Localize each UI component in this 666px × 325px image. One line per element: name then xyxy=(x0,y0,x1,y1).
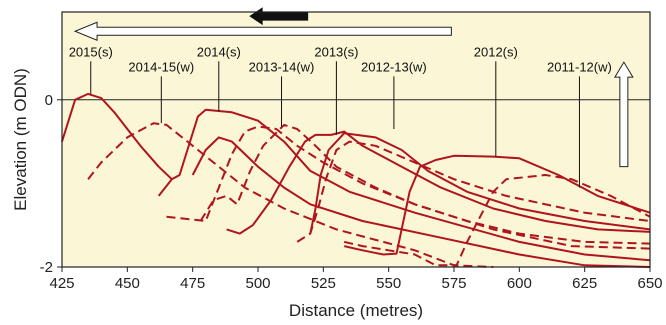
x-tick-label-500: 500 xyxy=(245,275,270,292)
y-tick-label--2: -2 xyxy=(40,259,53,276)
profile-line-9 xyxy=(309,132,651,234)
profile-line-2 xyxy=(87,122,494,268)
x-tick-label-650: 650 xyxy=(637,275,662,292)
x-tick-label-525: 525 xyxy=(311,275,336,292)
y-tick-label-0: 0 xyxy=(45,92,53,109)
profile-line-8 xyxy=(296,140,651,243)
annotation-label-5: 2013(s) xyxy=(314,44,358,59)
profile-line-11 xyxy=(343,154,651,256)
profile-line-3 xyxy=(157,108,651,262)
profile-line-7 xyxy=(226,130,651,235)
profile-line-5 xyxy=(191,136,651,268)
x-tick-label-550: 550 xyxy=(376,275,401,292)
x-axis-title: Distance (metres) xyxy=(289,301,423,320)
y-axis-title: Elevation (m ODN) xyxy=(11,68,30,211)
annotation-label-1: 2015(s) xyxy=(69,44,113,59)
annotation-label-7: 2012(s) xyxy=(474,44,518,59)
x-tick-label-450: 450 xyxy=(115,275,140,292)
x-tick-label-625: 625 xyxy=(572,275,597,292)
x-tick-label-575: 575 xyxy=(441,275,466,292)
arrow-left-large-icon xyxy=(73,21,452,41)
profile-line-10 xyxy=(343,174,651,267)
x-tick-label-475: 475 xyxy=(180,275,205,292)
profile-line-1 xyxy=(61,92,173,180)
arrow-up-icon xyxy=(613,61,634,168)
annotation-label-8: 2011-12(w) xyxy=(547,59,612,74)
profile-line-4 xyxy=(166,125,651,250)
annotation-label-2: 2014-15(w) xyxy=(128,59,194,74)
plot-frame xyxy=(61,11,651,268)
profile-line-6 xyxy=(199,123,651,245)
annotation-label-3: 2014(s) xyxy=(197,44,241,59)
annotation-label-6: 2012-13(w) xyxy=(361,59,427,74)
x-tick-label-425: 425 xyxy=(49,275,74,292)
annotation-label-4: 2013-14(w) xyxy=(249,59,315,74)
x-tick-label-600: 600 xyxy=(507,275,532,292)
